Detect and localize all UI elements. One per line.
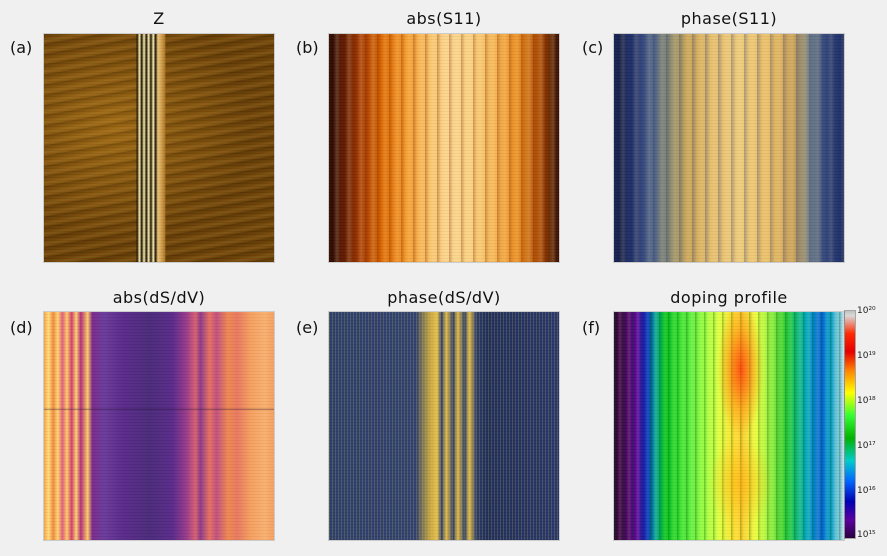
panel-d-title: abs(dS/dV) bbox=[112, 288, 206, 307]
panel-e-image bbox=[329, 312, 559, 540]
panel-a-title: Z bbox=[153, 9, 165, 28]
colorbar-tick-18: 10¹⁸ bbox=[857, 396, 876, 406]
colorbar-tick-17: 10¹⁷ bbox=[857, 441, 876, 451]
panel-b-title: abs(S11) bbox=[406, 9, 482, 28]
panel-f-title: doping profile bbox=[670, 288, 788, 307]
panel-d-letter: (d) bbox=[10, 318, 33, 337]
panel-e-title: phase(dS/dV) bbox=[387, 288, 501, 307]
panel-a-image bbox=[44, 34, 274, 262]
panel-f-image bbox=[614, 312, 844, 540]
panel-c-image bbox=[614, 34, 844, 262]
panel-d-image bbox=[44, 312, 274, 540]
colorbar-tick-20: 10²⁰ bbox=[857, 306, 876, 316]
panel-b-image bbox=[329, 34, 559, 262]
colorbar-tick-15: 10¹⁵ bbox=[857, 530, 876, 540]
panel-f-letter: (f) bbox=[582, 318, 601, 337]
panel-c-title: phase(S11) bbox=[680, 9, 778, 28]
panel-e-letter: (e) bbox=[296, 318, 319, 337]
doping-colorbar bbox=[845, 311, 855, 538]
panel-b-letter: (b) bbox=[296, 38, 319, 57]
colorbar-tick-19: 10¹⁹ bbox=[857, 351, 876, 361]
colorbar-tick-16: 10¹⁶ bbox=[857, 486, 876, 496]
panel-a-letter: (a) bbox=[10, 38, 33, 57]
panel-c-letter: (c) bbox=[582, 38, 604, 57]
